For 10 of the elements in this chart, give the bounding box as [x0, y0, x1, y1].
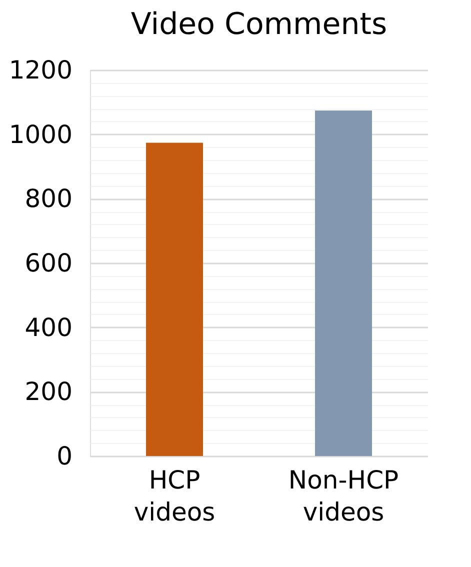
y-tick-label: 1000: [8, 120, 72, 149]
y-tick-label: 200: [24, 377, 72, 406]
y-tick-label: 600: [24, 248, 72, 278]
chart-title: Video Comments: [130, 7, 388, 42]
x-tick-label: HCP videos: [134, 466, 216, 526]
y-tick-label: 0: [56, 442, 72, 470]
y-tick-label: 1200: [8, 56, 72, 84]
y-tick-label: 800: [24, 184, 72, 214]
y-tick-label: 400: [24, 312, 72, 342]
x-tick-label: Non-HCP videos: [288, 466, 399, 526]
